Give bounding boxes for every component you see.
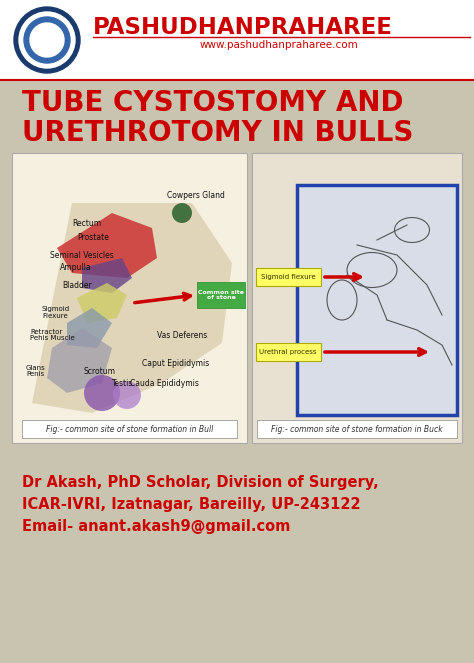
Polygon shape [82,258,132,293]
Text: PASHUDHANPRAHAREE: PASHUDHANPRAHAREE [93,15,393,38]
Text: Vas Deferens: Vas Deferens [157,330,207,339]
Text: Fig:- common site of stone formation in Buck: Fig:- common site of stone formation in … [271,424,443,434]
Text: Dr Akash, PhD Scholar, Division of Surgery,: Dr Akash, PhD Scholar, Division of Surge… [22,475,379,491]
Text: Ampulla: Ampulla [60,263,91,272]
Bar [0,80,474,663]
Text: Email- anant.akash9@gmail.com: Email- anant.akash9@gmail.com [22,520,291,534]
Polygon shape [77,283,127,323]
Bar [12,153,247,443]
Text: Sigmoid
Flexure: Sigmoid Flexure [42,306,70,320]
Polygon shape [32,203,232,413]
Circle shape [30,23,64,57]
Text: Bladder: Bladder [62,280,92,290]
Text: Cauda Epididymis: Cauda Epididymis [130,379,199,387]
Text: ICAR-IVRI, Izatnagar, Bareilly, UP-243122: ICAR-IVRI, Izatnagar, Bareilly, UP-24312… [22,497,361,512]
Text: Seminal Vesicles: Seminal Vesicles [50,251,114,259]
Text: TUBE CYSTOSTOMY AND: TUBE CYSTOSTOMY AND [22,89,403,117]
Text: Retractor
Pehis Muscle: Retractor Pehis Muscle [30,328,75,341]
Circle shape [19,12,75,68]
Text: Prostate: Prostate [77,233,109,243]
Bar [22,420,237,438]
Polygon shape [67,308,112,348]
Text: URETHROTOMY IN BULLS: URETHROTOMY IN BULLS [22,119,413,147]
Polygon shape [47,328,112,393]
Bar [252,153,462,443]
Text: Caput Epididymis: Caput Epididymis [142,359,209,367]
Text: Urethral process: Urethral process [259,349,317,355]
Circle shape [172,203,192,223]
Text: www.pashudhanpraharee.com: www.pashudhanpraharee.com [200,40,359,50]
Text: Sigmoid flexure: Sigmoid flexure [261,274,315,280]
Text: Cowpers Gland: Cowpers Gland [167,190,225,200]
Bar [0,0,474,80]
Circle shape [113,381,141,409]
Circle shape [84,375,120,411]
Bar [197,282,245,308]
Text: Scrotum: Scrotum [84,367,116,375]
Polygon shape [57,213,157,278]
Text: Common site
of stone: Common site of stone [198,290,244,300]
Bar [256,343,321,361]
Bar [257,420,457,438]
Text: Fig:- common site of stone formation in Bull: Fig:- common site of stone formation in … [46,424,213,434]
Circle shape [14,7,80,73]
Circle shape [24,17,70,63]
Text: Testis: Testis [112,379,133,387]
Bar [256,268,321,286]
Text: Rectum: Rectum [72,219,101,227]
Text: Glans
Penis: Glans Penis [26,365,46,377]
Bar [297,185,457,415]
